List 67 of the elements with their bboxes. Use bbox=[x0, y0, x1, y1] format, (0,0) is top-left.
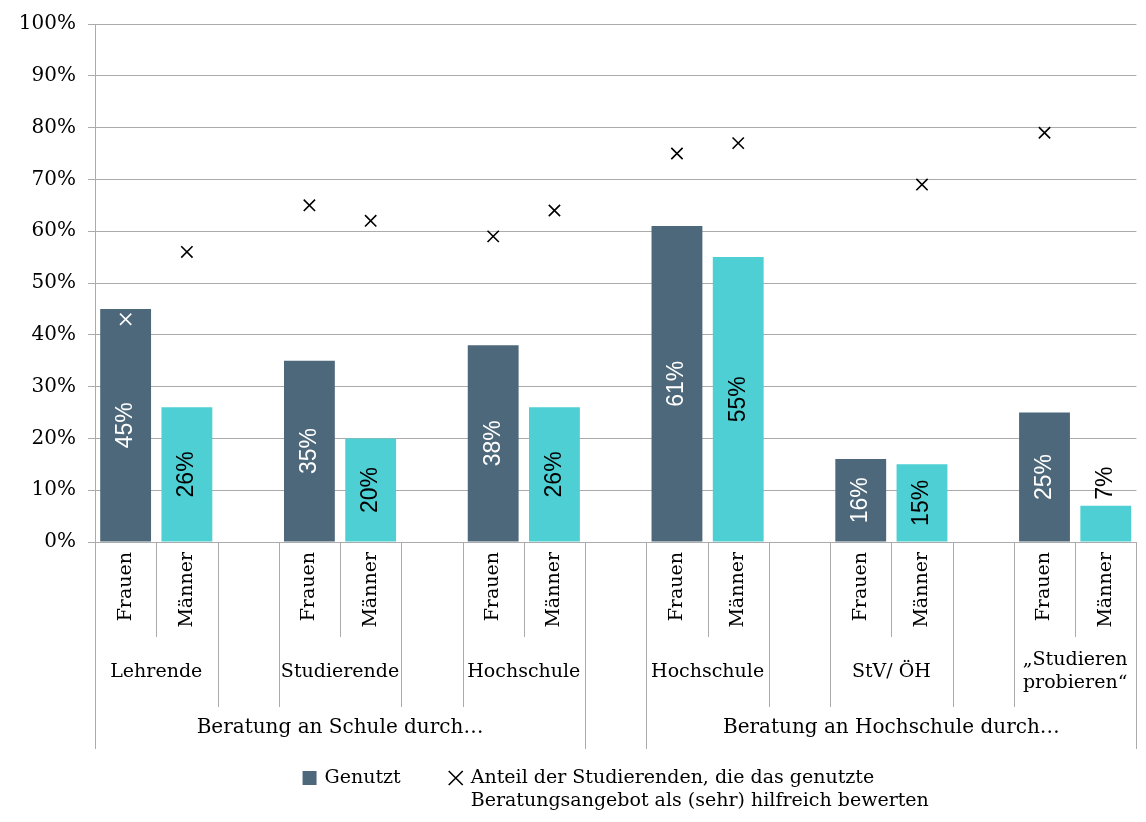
bar bbox=[529, 407, 580, 542]
y-tick-label: 70% bbox=[31, 165, 76, 190]
point bbox=[119, 312, 133, 326]
point bbox=[364, 214, 378, 228]
y-tick-label: 20% bbox=[31, 424, 76, 449]
x-tick-label: Männer bbox=[173, 551, 196, 628]
x-tick-label: Männer bbox=[1092, 551, 1115, 628]
point bbox=[731, 136, 745, 150]
bar bbox=[835, 459, 887, 542]
data-label: 35% bbox=[294, 428, 321, 475]
bar bbox=[712, 257, 764, 542]
data-label: 26% bbox=[539, 451, 566, 498]
y-tick-label: 60% bbox=[31, 217, 76, 242]
data-label: 55% bbox=[723, 376, 750, 423]
x-tick-label: Männer bbox=[357, 551, 380, 628]
bar bbox=[345, 438, 397, 542]
point bbox=[1038, 126, 1051, 140]
data-label: 7% bbox=[1091, 466, 1118, 500]
y-tick-label: 80% bbox=[31, 113, 76, 138]
text: Studierende bbox=[280, 658, 400, 681]
bar bbox=[100, 308, 152, 542]
data-label: 45% bbox=[110, 402, 137, 449]
bar bbox=[283, 360, 335, 542]
bar bbox=[1019, 412, 1070, 542]
bar bbox=[651, 226, 703, 542]
data-label: 20% bbox=[356, 466, 383, 513]
x-tick-label: Frauen bbox=[112, 552, 135, 622]
legend-label: Anteil der Studierenden, die das genutzte Beratungsangebot als (sehr) hilfreich bewerten bbox=[469, 764, 929, 810]
y-tick-label: 30% bbox=[31, 372, 76, 397]
data-label: 15% bbox=[907, 479, 934, 526]
data-label: 25% bbox=[1029, 453, 1056, 501]
x-tick-label: Männer bbox=[908, 551, 931, 628]
x-tick-label: Männer bbox=[541, 551, 564, 628]
text: Hochschule bbox=[467, 658, 581, 681]
text: StV/ ÖH bbox=[851, 658, 931, 681]
x-tick-label: Männer bbox=[725, 551, 748, 628]
bar bbox=[161, 407, 213, 542]
text: Lehrende bbox=[110, 658, 203, 681]
text: Hochschule bbox=[651, 658, 765, 681]
point bbox=[547, 204, 561, 217]
text: „Studieren probieren“ bbox=[1022, 647, 1128, 693]
y-tick-label: 0% bbox=[44, 528, 76, 553]
data-label: 26% bbox=[172, 451, 199, 498]
text: Beratung an Schule durch… bbox=[196, 714, 484, 739]
data-label: 16% bbox=[846, 477, 873, 524]
y-tick-label: 90% bbox=[31, 62, 76, 86]
point bbox=[302, 198, 316, 212]
bar bbox=[896, 464, 948, 542]
bar bbox=[1080, 505, 1132, 542]
data-label: 61% bbox=[662, 360, 689, 407]
bar bbox=[467, 345, 519, 542]
y-tick-label: 50% bbox=[31, 269, 76, 294]
point bbox=[180, 245, 194, 259]
x-tick-label: Frauen bbox=[296, 552, 319, 622]
point bbox=[486, 229, 500, 243]
y-tick-label: 10% bbox=[31, 476, 76, 501]
text: Beratung an Hochschule durch… bbox=[722, 714, 1060, 739]
x-tick-label: Frauen bbox=[480, 552, 503, 622]
data-label: 38% bbox=[478, 420, 505, 467]
x-tick-label: Frauen bbox=[847, 552, 870, 622]
y-tick-label: 100% bbox=[18, 10, 76, 35]
y-tick-label: 40% bbox=[31, 321, 76, 345]
x-tick-label: Frauen bbox=[1031, 552, 1054, 622]
point bbox=[915, 178, 929, 192]
x-tick-label: Frauen bbox=[663, 552, 686, 622]
legend-label: Genutzt bbox=[324, 764, 402, 787]
point bbox=[670, 147, 684, 160]
